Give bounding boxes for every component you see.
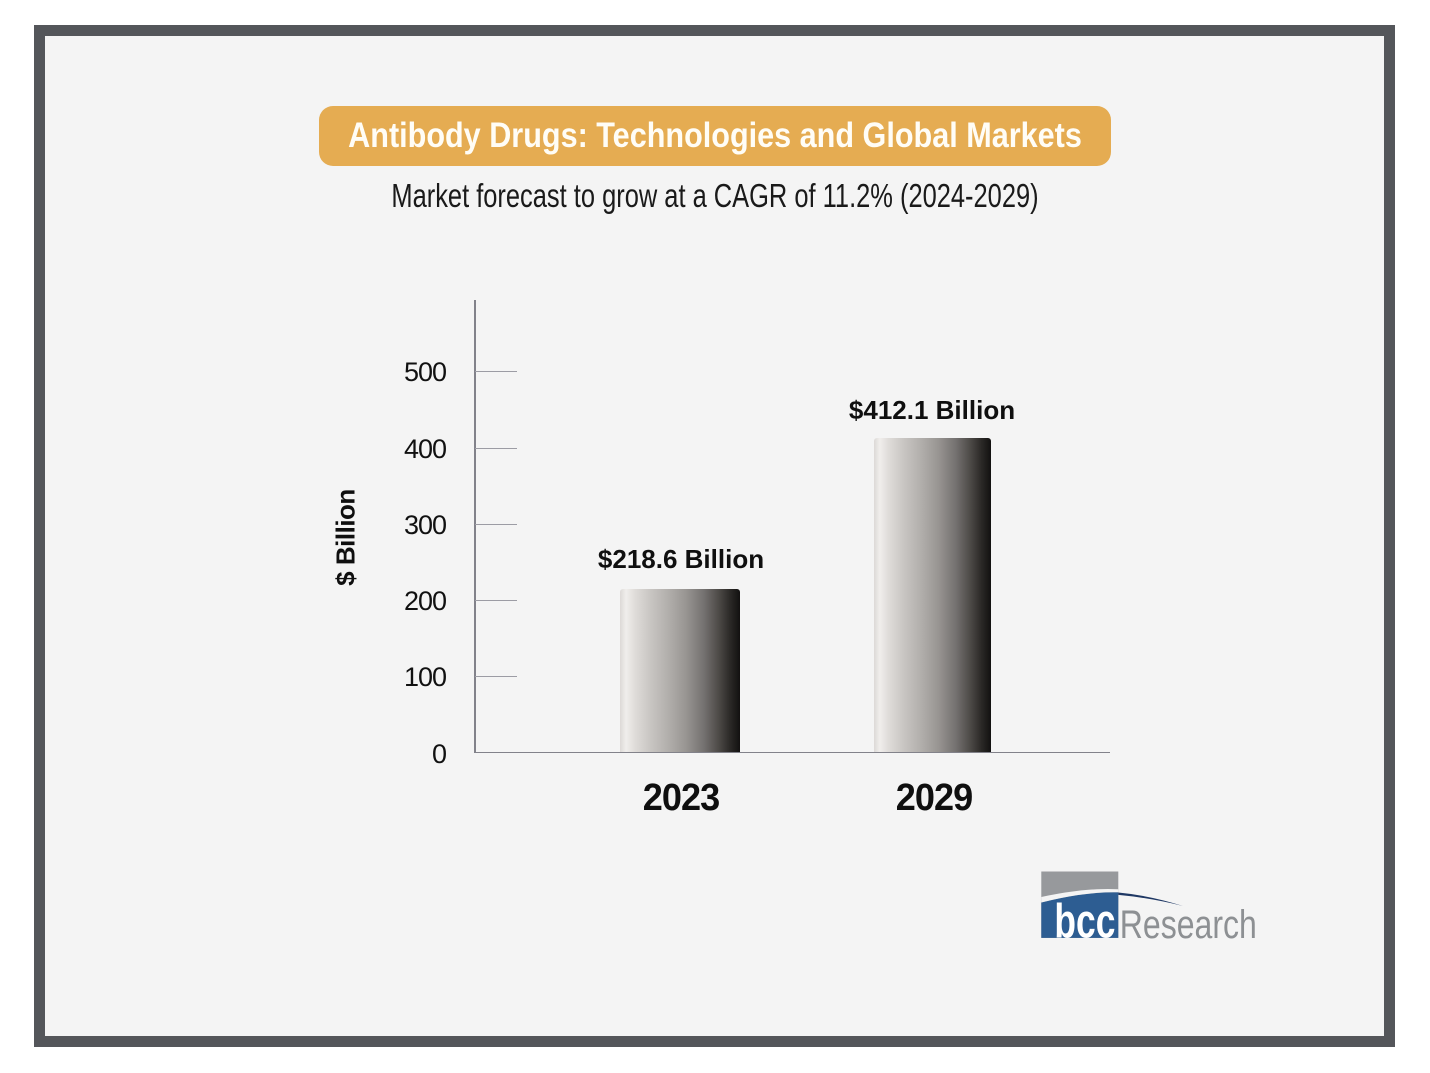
svg-text:Research: Research (1120, 903, 1257, 947)
svg-text:bcc: bcc (1054, 895, 1115, 948)
